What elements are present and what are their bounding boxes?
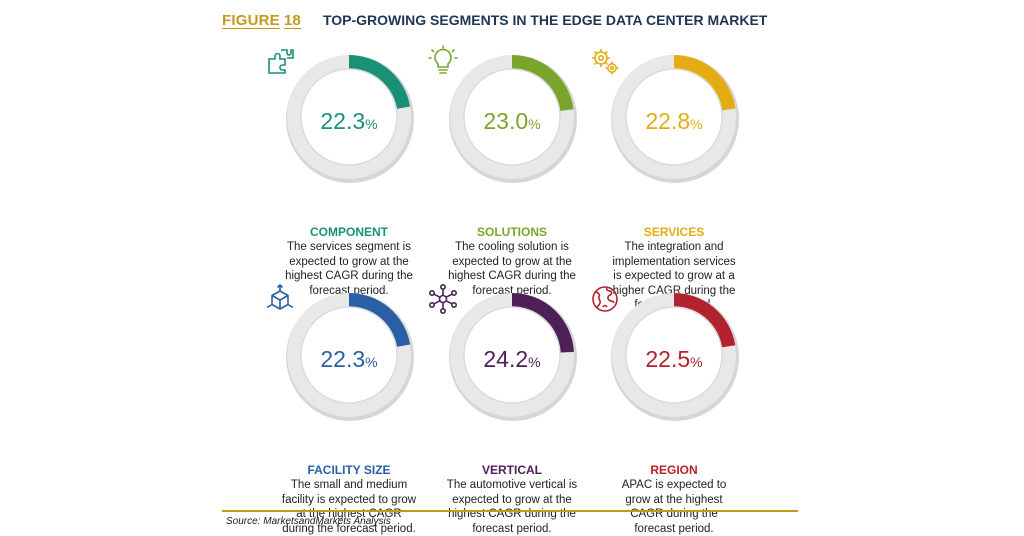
progress-arc-vertical <box>512 293 574 353</box>
value-label: 24.2% <box>483 346 541 372</box>
source-note: Source: MarketsandMarkets Analysis <box>226 516 391 527</box>
segment-title: FACILITY SIZE <box>307 463 391 477</box>
progress-arc-solutions <box>512 55 574 112</box>
value-label: 22.3% <box>320 108 378 134</box>
progress-ring <box>611 55 739 183</box>
segment-description: APAC is expected to grow at the highest CA… <box>621 479 727 535</box>
footer-rule <box>222 510 798 512</box>
figure-header: FIGURE 18 TOP-GROWING SEGMENTS IN THE EDG… <box>222 10 767 30</box>
gears-icon <box>592 49 619 75</box>
progress-arc-facility_size <box>349 293 411 348</box>
segment-title: COMPONENT <box>310 225 388 239</box>
lightbulb-icon <box>428 45 458 74</box>
segment-title: SOLUTIONS <box>476 225 547 239</box>
figure-title: TOP-GROWING SEGMENTS IN THE EDGE DATA CE… <box>322 12 768 28</box>
progress-arc-component <box>349 55 411 110</box>
puzzle-icon <box>268 49 294 74</box>
inner-disc <box>300 68 398 166</box>
inner-disc <box>625 68 723 166</box>
segment-title: SERVICES <box>643 225 705 239</box>
progress-ring <box>286 55 414 183</box>
progress-ring <box>449 293 577 421</box>
value-label: 22.3% <box>320 346 378 372</box>
segment-title: VERTICAL <box>482 463 542 477</box>
progress-arc-region <box>674 293 736 348</box>
inner-disc <box>300 306 398 404</box>
segment-description: The cooling solution is expected to grow … <box>448 241 576 297</box>
value-label: 23.0% <box>483 108 541 134</box>
cube-icon <box>266 284 294 310</box>
network-icon <box>428 283 457 314</box>
figure-label: FIGURE 18 <box>222 11 301 29</box>
value-label: 22.8% <box>645 108 703 134</box>
progress-arc-services <box>674 55 736 111</box>
segment-title: REGION <box>650 463 698 477</box>
progress-ring <box>449 55 577 183</box>
progress-ring <box>286 293 414 421</box>
inner-disc <box>625 306 723 404</box>
value-label: 22.5% <box>645 346 703 372</box>
inner-disc <box>463 306 561 404</box>
progress-ring <box>611 293 739 421</box>
segment-description: The services segment is expected to grow … <box>285 241 413 297</box>
inner-disc <box>463 68 561 166</box>
globe-icon <box>592 286 618 312</box>
